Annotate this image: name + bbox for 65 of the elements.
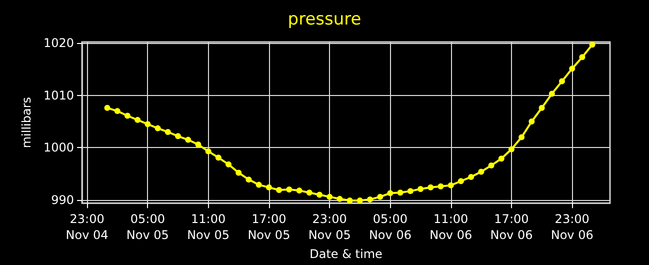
point: [418, 186, 424, 192]
point: [397, 190, 404, 196]
point: [266, 184, 272, 190]
x-axis-title: Date & time: [310, 247, 382, 261]
point: [438, 183, 444, 190]
chart-title: pressure: [288, 10, 362, 30]
point: [316, 192, 322, 198]
point: [175, 133, 181, 140]
x-tick-label: 23:00 Nov 06: [550, 212, 594, 242]
point: [306, 190, 312, 196]
point: [367, 196, 373, 202]
point: [377, 194, 384, 200]
point: [478, 168, 484, 175]
y-tick-label: 1010: [43, 88, 74, 102]
point: [164, 128, 171, 135]
point: [256, 182, 262, 188]
point: [428, 184, 434, 190]
point: [114, 108, 120, 114]
point: [144, 121, 151, 128]
point: [336, 196, 343, 202]
point: [559, 78, 565, 84]
point: [548, 90, 555, 97]
y-tick-label: 1020: [43, 36, 74, 50]
point: [407, 188, 414, 194]
point: [236, 170, 242, 176]
x-tick-label: 05:00 Nov 06: [368, 212, 412, 242]
point: [356, 197, 363, 204]
point: [518, 134, 525, 140]
point: [185, 136, 192, 143]
point: [346, 197, 353, 204]
y-axis-title: millibars: [20, 96, 34, 148]
point: [296, 188, 302, 194]
point: [579, 54, 586, 60]
point: [286, 186, 292, 192]
point: [246, 176, 252, 183]
point: [448, 182, 454, 188]
point: [508, 146, 514, 152]
point: [195, 142, 202, 148]
point: [134, 116, 141, 123]
x-tick-label: 11:00 Nov 06: [430, 212, 472, 242]
x-tick-label: 05:00 Nov 05: [126, 212, 169, 242]
point: [226, 161, 232, 168]
x-tick-label: 23:00 Nov 04: [66, 212, 108, 242]
point: [569, 66, 576, 72]
point: [124, 112, 130, 119]
point: [488, 162, 494, 168]
point: [104, 104, 110, 111]
x-tick-label: 11:00 Nov 05: [187, 212, 230, 242]
point: [498, 156, 504, 162]
x-tick-label: 17:00 Nov 05: [248, 212, 290, 242]
point: [215, 154, 222, 161]
point: [205, 148, 212, 154]
point: [326, 194, 333, 200]
point: [538, 104, 545, 111]
point: [276, 187, 282, 194]
point: [458, 178, 464, 184]
y-tick-label: 990: [51, 192, 74, 207]
point: [387, 190, 394, 196]
x-tick-label: 17:00 Nov 06: [490, 212, 533, 242]
point: [528, 118, 535, 124]
point: [589, 42, 596, 48]
point: [154, 125, 161, 132]
point: [468, 174, 474, 180]
x-tick-label: 23:00 Nov 05: [308, 212, 351, 242]
y-tick-label: 1000: [43, 140, 74, 155]
